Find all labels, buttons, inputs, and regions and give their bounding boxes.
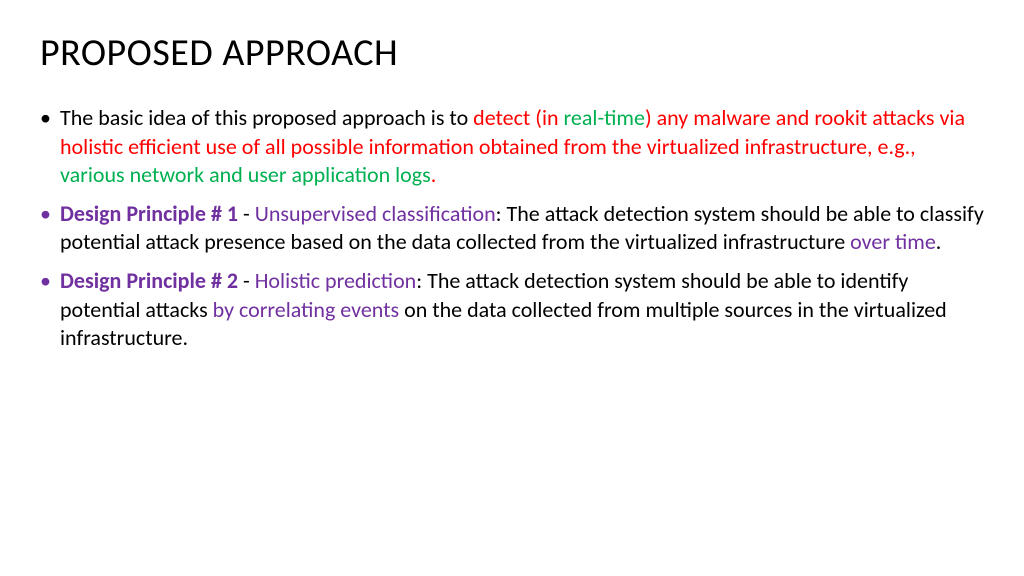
text-span: various network and user application log… — [60, 161, 431, 188]
text-span: . — [431, 161, 437, 188]
text-span: The basic idea of this proposed approach… — [60, 104, 473, 131]
bullet-item: Design Principle # 2 - Holistic predicti… — [60, 267, 984, 353]
slide-title: PROPOSED APPROACH — [40, 30, 984, 76]
text-span: - — [238, 267, 255, 294]
text-span: Unsupervised classification — [255, 200, 496, 227]
bullet-item: Design Principle # 1 - Unsupervised clas… — [60, 200, 984, 257]
text-span: - — [238, 200, 255, 227]
text-span: real-time — [564, 104, 645, 131]
text-span: . — [936, 228, 942, 255]
text-span: Holistic prediction — [255, 267, 417, 294]
text-span: Design Principle # 1 — [60, 200, 238, 227]
text-span: by correlating events — [213, 296, 399, 323]
text-span: detect (in — [473, 104, 563, 131]
bullet-list: The basic idea of this proposed approach… — [40, 104, 984, 353]
bullet-item: The basic idea of this proposed approach… — [60, 104, 984, 190]
text-span: Design Principle # 2 — [60, 267, 238, 294]
text-span: over time — [850, 228, 936, 255]
